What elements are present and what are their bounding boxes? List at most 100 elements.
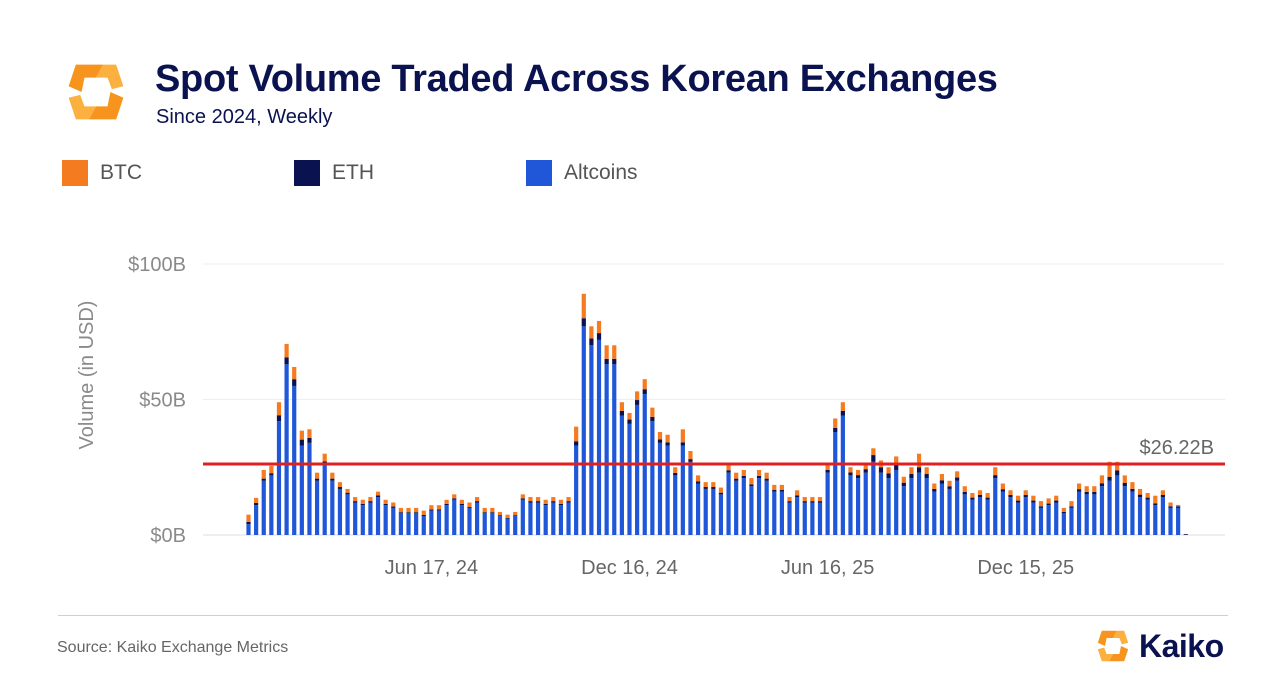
- bar-segment-eth: [878, 467, 884, 473]
- bar-segment-btc: [795, 490, 800, 496]
- bar-segment-eth: [810, 501, 815, 503]
- bar-segment-btc: [1160, 490, 1165, 495]
- bar-segment-eth: [749, 484, 754, 487]
- bar-segment-btc: [246, 514, 251, 522]
- bar-segment-btc: [391, 502, 396, 507]
- bar-segment-btc: [802, 497, 807, 502]
- bar-segment-eth: [1054, 500, 1059, 503]
- bar-segment-eth: [1115, 470, 1120, 476]
- bar-segment-altcoins: [840, 415, 845, 535]
- bar-segment-eth: [452, 498, 457, 500]
- bar-segment-eth: [436, 509, 442, 511]
- bar-segment-btc: [955, 471, 960, 478]
- bar-segment-btc: [314, 472, 320, 479]
- bar-segment-eth: [505, 517, 510, 519]
- bar-segment-btc: [909, 467, 914, 475]
- bar-segment-btc: [322, 453, 327, 462]
- bar-segment-btc: [924, 467, 929, 475]
- x-tick-label: Jun 17, 24: [385, 557, 478, 579]
- bar-segment-eth: [1160, 494, 1165, 498]
- bar-segment-btc: [962, 486, 967, 492]
- bar-segment-altcoins: [383, 505, 388, 535]
- bar-segment-altcoins: [1076, 491, 1082, 535]
- bar-segment-altcoins: [330, 480, 335, 535]
- bar-segment-eth: [916, 467, 922, 473]
- bar-segment-btc: [970, 493, 975, 498]
- bar-segment-eth: [909, 474, 914, 479]
- bar-segment-altcoins: [1122, 486, 1127, 535]
- bar-segment-btc: [604, 345, 609, 359]
- bar-segment-eth: [535, 501, 541, 503]
- bar-segment-btc: [772, 484, 777, 491]
- bar-segment-eth: [292, 379, 297, 386]
- bar-segment-eth: [551, 501, 556, 503]
- bar-segment-btc: [421, 510, 426, 515]
- bar-segment-altcoins: [1038, 507, 1044, 535]
- bar-segment-altcoins: [772, 491, 777, 535]
- bar-segment-btc: [657, 432, 663, 440]
- bar-segment-altcoins: [802, 502, 807, 535]
- x-tick-label: Dec 16, 24: [581, 557, 678, 579]
- bar-segment-eth: [429, 509, 434, 511]
- y-tick-label: $0B: [150, 525, 186, 547]
- bar-segment-btc: [398, 507, 403, 513]
- bar-segment-btc: [916, 453, 922, 468]
- bar-segment-altcoins: [673, 475, 678, 535]
- bar-segment-eth: [1008, 494, 1013, 498]
- bar-segment-altcoins: [246, 524, 251, 535]
- bar-segment-btc: [711, 482, 716, 488]
- bar-segment-eth: [604, 358, 609, 365]
- bar-segment-btc: [414, 507, 419, 513]
- bar-segment-btc: [467, 502, 472, 507]
- bar-segment-eth: [962, 491, 967, 495]
- bar-segment-eth: [1099, 483, 1105, 487]
- bar-segment-eth: [596, 333, 602, 340]
- bar-segment-eth: [817, 501, 823, 503]
- bar-segment-eth: [863, 469, 868, 473]
- bar-segment-altcoins: [635, 404, 640, 535]
- bar-segment-btc: [505, 514, 510, 518]
- bar-segment-altcoins: [398, 513, 403, 535]
- bar-segment-eth: [650, 416, 655, 422]
- bar-segment-btc: [1016, 495, 1021, 501]
- bar-segment-btc: [513, 511, 518, 516]
- bar-segment-btc: [1038, 501, 1044, 507]
- bar-segment-btc: [985, 493, 990, 498]
- bar-segment-altcoins: [482, 513, 487, 535]
- bar-segment-btc: [497, 511, 503, 516]
- bar-segment-btc: [528, 497, 533, 502]
- bar-segment-altcoins: [467, 507, 472, 535]
- bar-segment-eth: [932, 488, 937, 492]
- bar-segment-altcoins: [1107, 480, 1112, 535]
- bar-segment-eth: [1092, 491, 1097, 495]
- bar-segment-btc: [1092, 486, 1097, 492]
- bar-segment-eth: [307, 437, 312, 443]
- bar-segment-altcoins: [1153, 505, 1158, 535]
- bar-segment-altcoins: [1137, 497, 1143, 535]
- bar-segment-btc: [863, 463, 868, 470]
- bar-segment-eth: [779, 490, 784, 492]
- bar-segment-altcoins: [688, 461, 693, 535]
- bar-segment-altcoins: [444, 505, 449, 535]
- bar-segment-eth: [574, 441, 579, 446]
- bar-segment-altcoins: [1176, 507, 1181, 535]
- bar-segment-btc: [596, 320, 602, 334]
- bar-segment-altcoins: [1130, 491, 1135, 535]
- bar-segment-btc: [269, 465, 274, 474]
- bar-segment-altcoins: [337, 488, 343, 535]
- bar-segment-btc: [726, 463, 731, 471]
- bar-segment-eth: [1176, 506, 1181, 508]
- bar-segment-btc: [1122, 475, 1127, 483]
- y-axis-label: Volume (in USD): [76, 301, 98, 450]
- bar-segment-eth: [977, 494, 983, 498]
- bar-segment-altcoins: [734, 480, 739, 535]
- bar-segment-eth: [1038, 506, 1044, 508]
- bar-segment-btc: [779, 484, 784, 491]
- bar-segment-eth: [894, 464, 899, 470]
- bar-segment-altcoins: [520, 499, 525, 535]
- bar-segment-altcoins: [1031, 502, 1036, 535]
- bar-segment-btc: [429, 505, 434, 510]
- bar-segment-eth: [261, 478, 266, 481]
- bar-segment-altcoins: [749, 486, 754, 535]
